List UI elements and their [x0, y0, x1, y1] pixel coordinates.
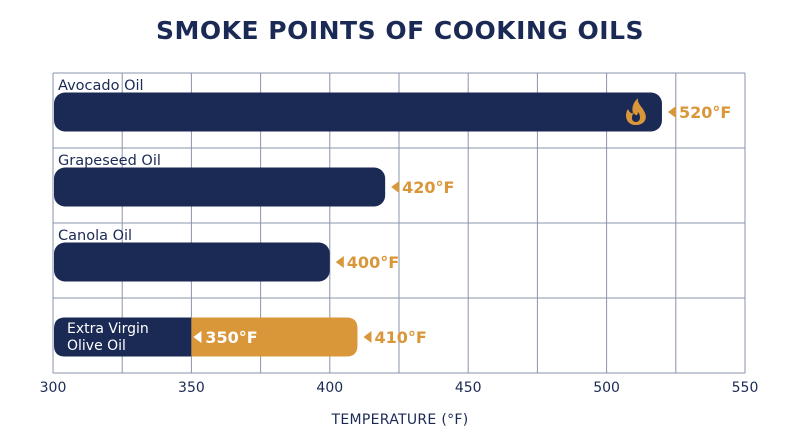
value-pointer: [391, 181, 400, 193]
flame-icon: [626, 98, 646, 125]
category-label: Canola Oil: [58, 228, 132, 244]
category-label: Extra Virgin Olive Oil: [67, 321, 149, 354]
value-label: 520°F: [679, 103, 731, 122]
x-tick-label: 400: [316, 380, 343, 396]
bar: [54, 92, 662, 132]
bar-segment-base: [54, 317, 192, 357]
x-axis-title: TEMPERATURE (°F): [330, 412, 468, 428]
inner-value-pointer: [193, 331, 202, 343]
value-pointer: [335, 256, 344, 268]
category-label: Avocado Oil: [58, 78, 144, 94]
value-label: 410°F: [374, 328, 426, 347]
value-pointer: [363, 331, 372, 343]
x-tick-label: 300: [40, 380, 67, 396]
value-label: 420°F: [402, 178, 454, 197]
category-label: Grapeseed Oil: [58, 153, 161, 169]
bar-segment-accent: [191, 317, 358, 357]
chart-title: SMOKE POINTS OF COOKING OILS: [155, 16, 645, 45]
inner-value-label: 350°F: [205, 328, 257, 347]
x-tick-label: 500: [593, 380, 620, 396]
bar: [54, 167, 386, 207]
value-pointer: [667, 106, 676, 118]
x-tick-label: 350: [178, 380, 205, 396]
x-tick-label: 450: [455, 380, 482, 396]
x-tick-label: 550: [732, 380, 759, 396]
value-label: 400°F: [347, 253, 399, 272]
bar: [54, 242, 330, 282]
